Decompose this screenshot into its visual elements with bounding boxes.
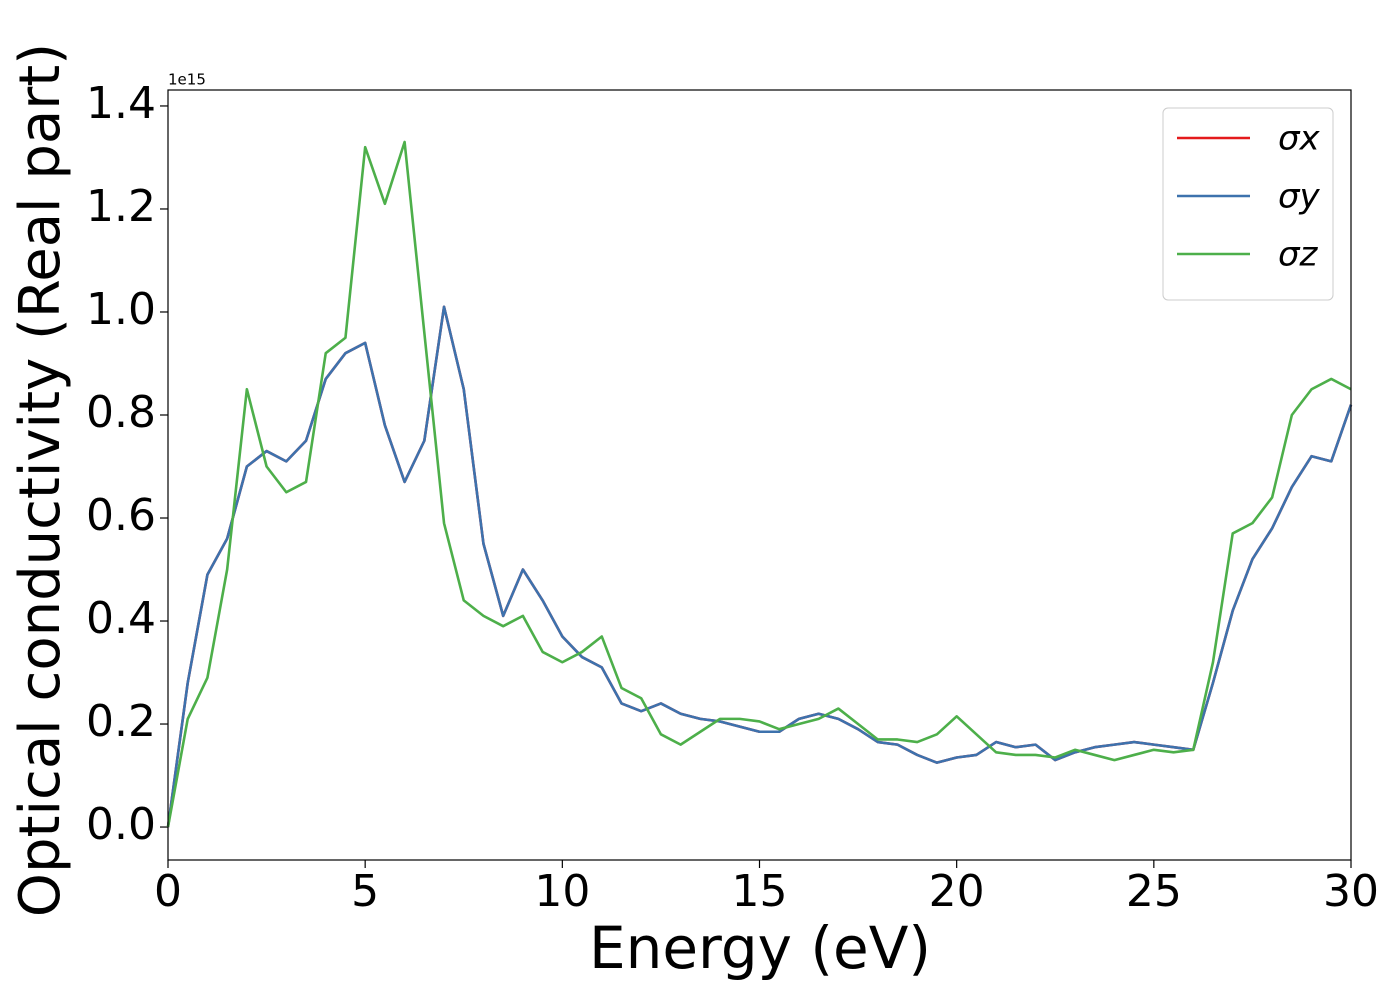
y-tick-label: 1.0 <box>86 284 156 335</box>
x-tick-label: 0 <box>154 866 182 917</box>
y-tick-label: 0.0 <box>86 799 156 850</box>
y-tick-label: 0.6 <box>86 490 156 541</box>
legend-label: σy <box>1278 177 1321 217</box>
x-tick-label: 20 <box>929 866 985 917</box>
series-line <box>166 305 1353 828</box>
x-tick-label: 5 <box>351 866 379 917</box>
y-tick-label: 0.8 <box>86 387 156 438</box>
x-tick-label: 25 <box>1126 866 1182 917</box>
x-tick-label: 30 <box>1323 866 1379 917</box>
legend-label: σz <box>1278 235 1319 275</box>
x-tick-label: 15 <box>732 866 788 917</box>
x-tick-label: 10 <box>534 866 590 917</box>
series-line <box>166 305 1353 828</box>
y-tick-label: 1.2 <box>86 181 156 232</box>
x-axis-label: Energy (eV) <box>589 914 931 982</box>
y-axis-label: Optical conductivity (Real part) <box>8 43 73 917</box>
y-tick-label: 0.2 <box>86 696 156 747</box>
offset-text: 1e15 <box>168 71 206 89</box>
y-tick-label: 0.4 <box>86 593 156 644</box>
y-tick-label: 1.4 <box>86 78 156 129</box>
series-line <box>166 140 1352 828</box>
legend-box <box>1162 107 1334 301</box>
legend-label: σx <box>1278 119 1321 159</box>
plot-frame <box>167 89 1352 861</box>
